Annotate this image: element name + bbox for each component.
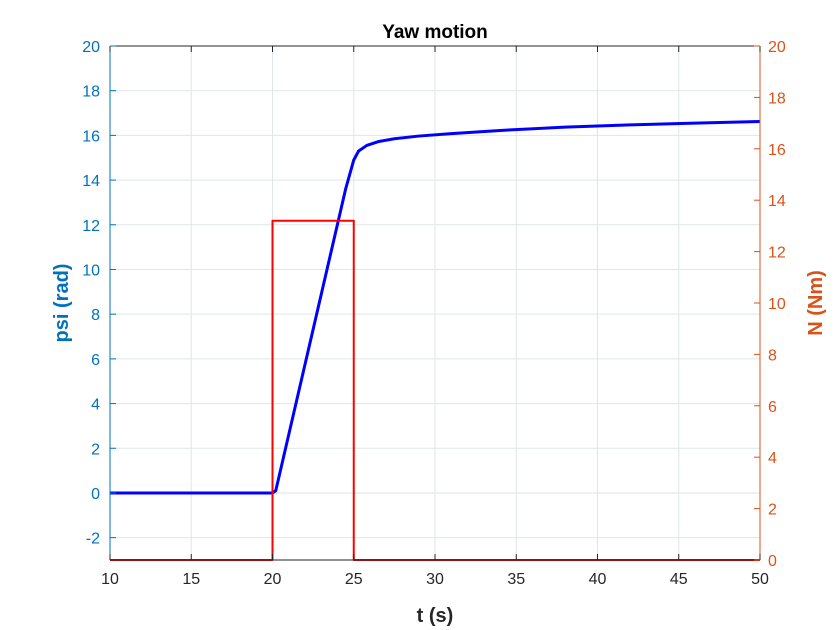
y-right-tick-label: 0 [768,553,777,570]
y-right-tick-label: 8 [768,347,777,364]
y-left-tick-label: 18 [82,84,100,101]
y-axis-right-label: N (Nm) [805,270,827,336]
y-right-tick-label: 20 [768,39,786,56]
y-left-tick-label: 2 [91,441,100,458]
y-left-tick-label: 10 [82,262,100,279]
y-right-tick-label: 6 [768,399,777,416]
x-tick-label: 50 [751,571,769,588]
y-left-tick-label: 4 [91,397,100,414]
tick-labels: 10 15 20 25 30 35 40 45 50 -2 0 2 4 6 8 10 12 14 16 18 20 0 2 4… [82,39,786,588]
y-left-tick-label: 8 [91,307,100,324]
y-right-tick-label: 4 [768,450,777,467]
chart-title: Yaw motion [382,22,488,43]
y-right-tick-label: 2 [768,502,777,519]
y-axis-left-label: psi (rad) [51,264,73,343]
y-left-tick-label: 16 [82,128,100,145]
y-right-tick-label: 10 [768,296,786,313]
x-tick-label: 40 [589,571,607,588]
psi-series-line [110,120,761,495]
x-tick-label: 10 [101,571,119,588]
y-right-tick-label: 14 [768,193,786,210]
axes [109,45,761,561]
x-tick-label: 20 [264,571,282,588]
y-right-tick-label: 12 [768,245,786,262]
x-tick-label: 15 [182,571,200,588]
y-left-tick-label: 14 [82,173,100,190]
x-tick-label: 45 [670,571,688,588]
x-tick-label: 25 [345,571,363,588]
y-left-tick-label: 0 [91,486,100,503]
y-left-tick-label: 12 [82,218,100,235]
x-axis-label: t (s) [417,605,454,627]
y-left-tick-label: -2 [86,531,100,548]
y-right-tick-label: 16 [768,142,786,159]
y-left-tick-label: 6 [91,352,100,369]
x-tick-label: 35 [507,571,525,588]
x-tick-label: 30 [426,571,444,588]
y-right-tick-label: 18 [768,90,786,107]
y-left-tick-label: 20 [82,39,100,56]
